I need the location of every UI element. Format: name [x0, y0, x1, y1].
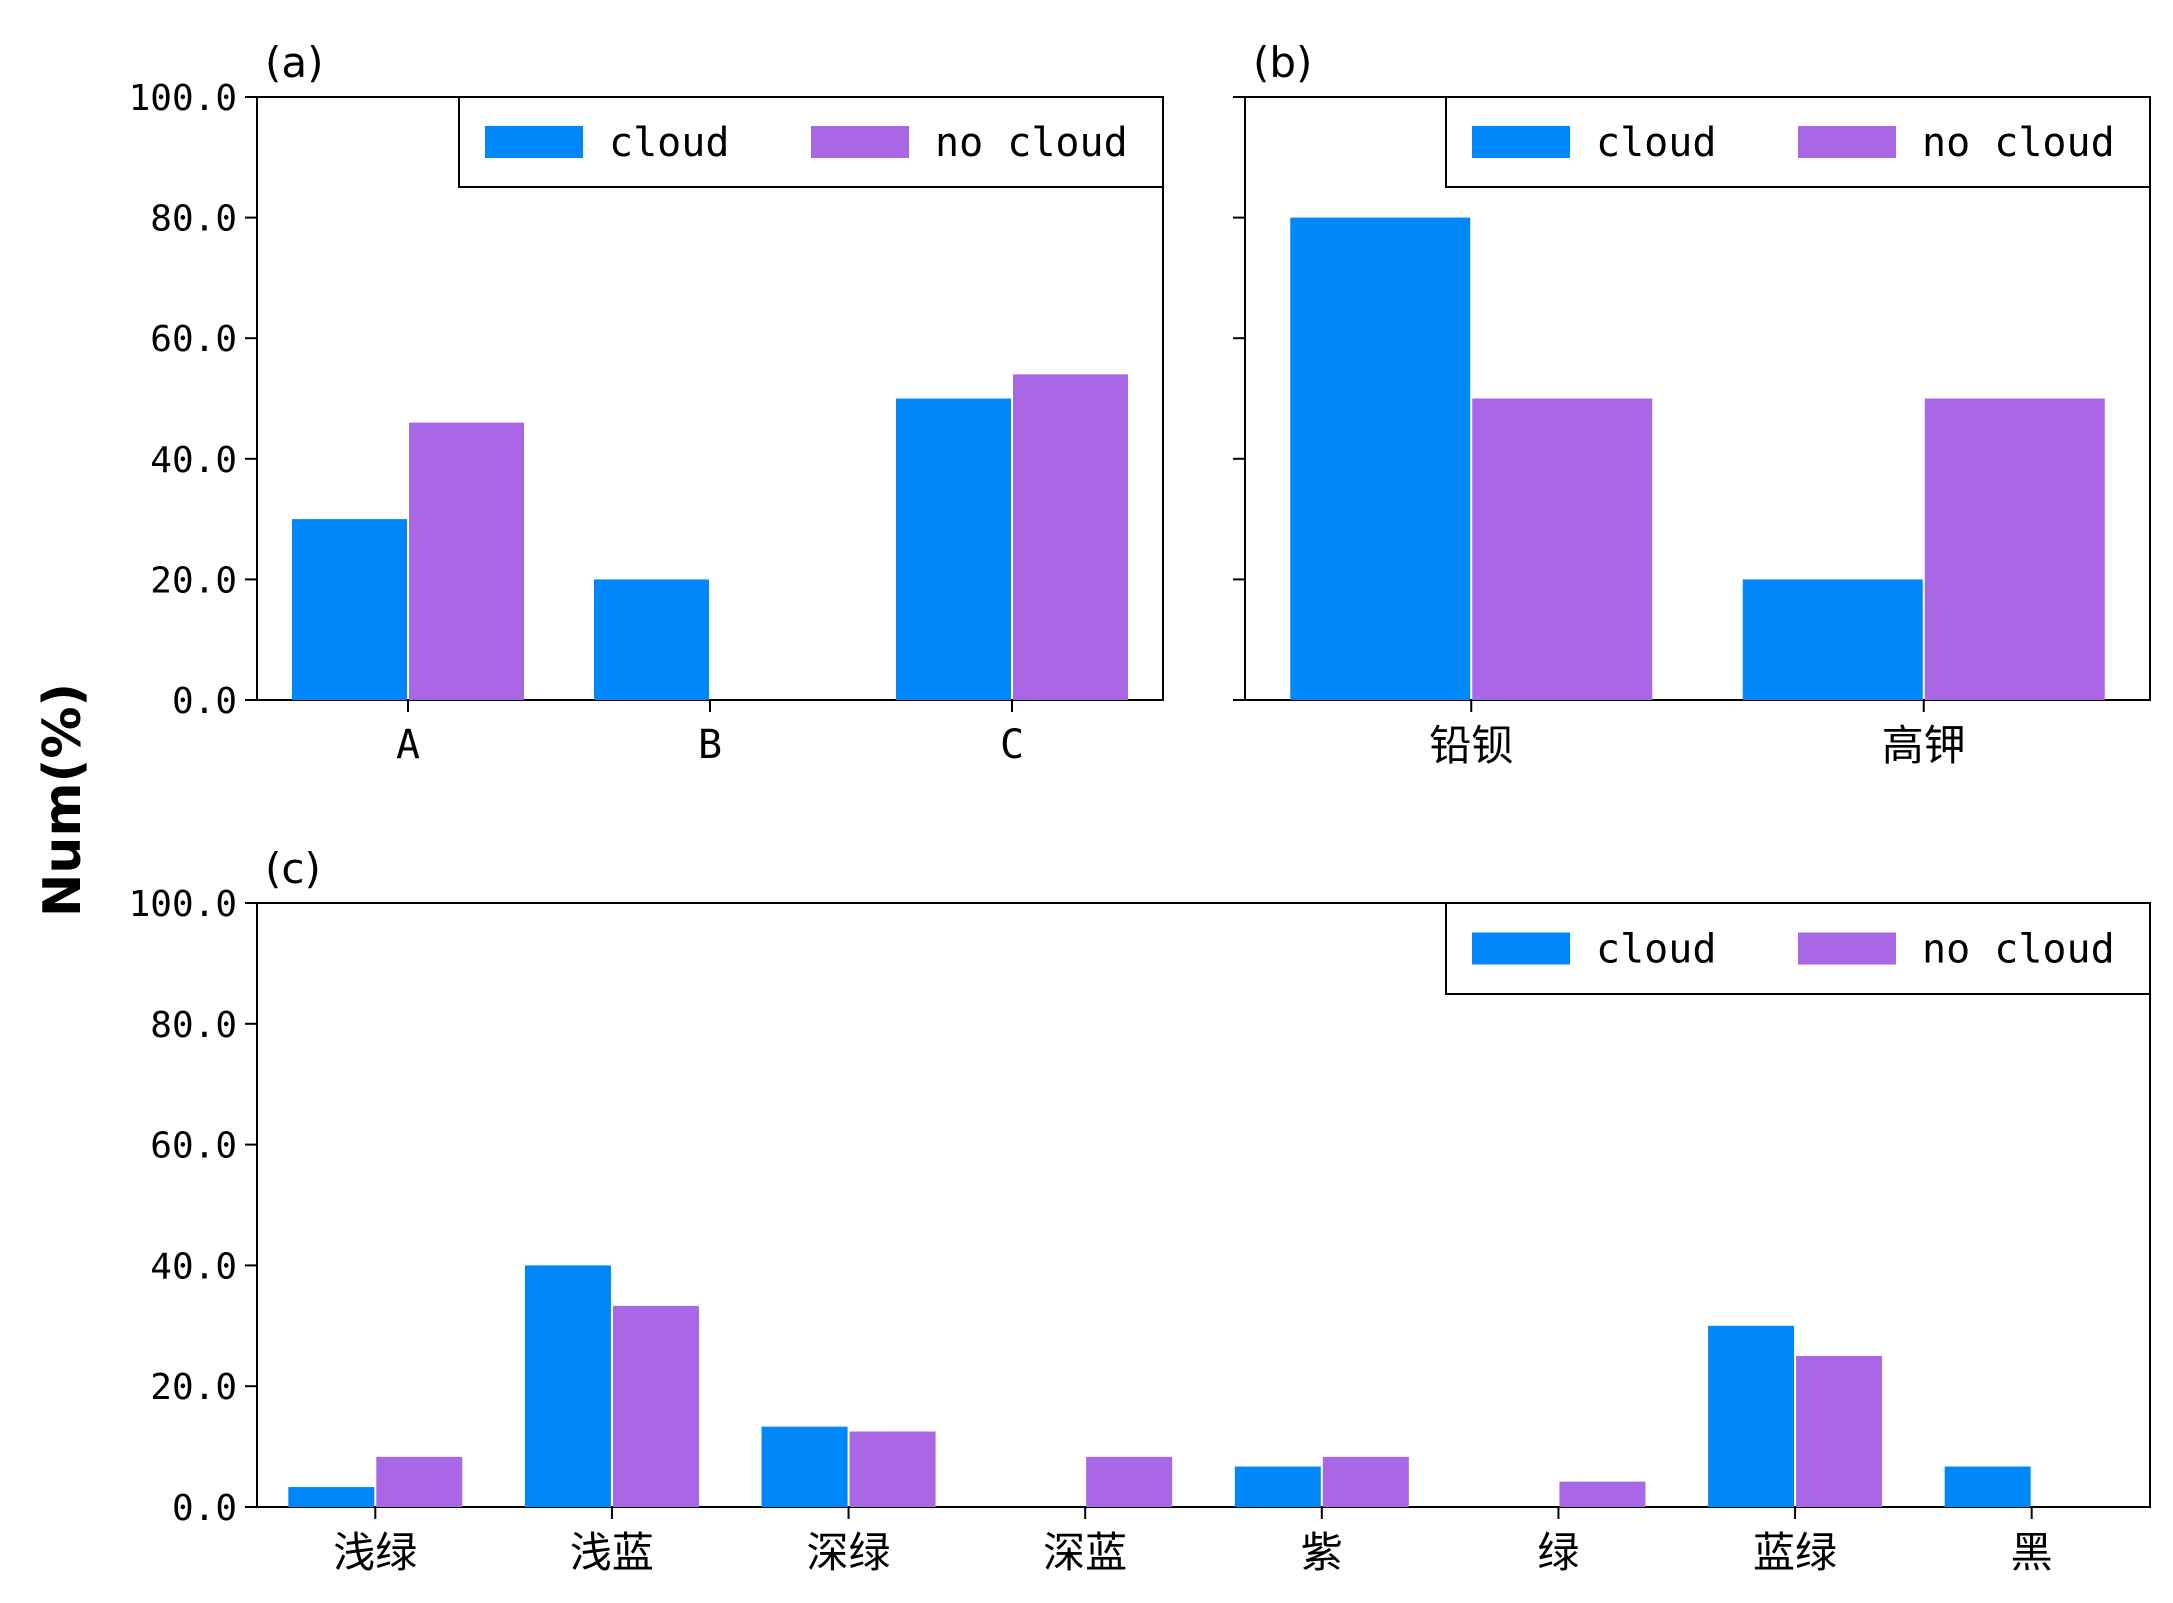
- bar-cloud: [1944, 1466, 2031, 1507]
- bar-cloud: [896, 398, 1011, 700]
- y-tick-label: 20.0: [150, 1367, 237, 1408]
- legend-label: cloud: [1596, 120, 1716, 166]
- x-tick-label: 浅绿: [333, 1528, 417, 1577]
- panel-a: 0.0 20.0 40.0 60.0 80.0 100.0 A B C (a) cloud no cl…: [129, 38, 1164, 768]
- bar-no-cloud: [1472, 398, 1653, 700]
- bar-cloud: [1742, 579, 1923, 700]
- x-tick-label: 深蓝: [1043, 1528, 1127, 1577]
- y-tick-label: 40.0: [150, 1246, 237, 1287]
- legend-label: cloud: [1596, 927, 1716, 973]
- x-tick-label: 蓝绿: [1753, 1528, 1837, 1577]
- y-tick-label: 40.0: [150, 440, 237, 481]
- legend: cloud no cloud: [1445, 96, 2151, 188]
- legend-swatch: [1798, 126, 1896, 158]
- panel-c: 0.0 20.0 40.0 60.0 80.0 100.0 浅绿 浅蓝 深绿 深蓝 紫 绿 蓝绿 黑 (c)…: [129, 844, 2151, 1577]
- bar-cloud: [1708, 1325, 1795, 1507]
- bar-no-cloud: [1086, 1456, 1173, 1507]
- bar-no-cloud: [849, 1431, 936, 1507]
- x-tick-label: 黑: [2011, 1528, 2053, 1577]
- legend: cloud no cloud: [1445, 902, 2151, 995]
- x-tick-label: A: [396, 722, 420, 768]
- bar-no-cloud: [1322, 1456, 1409, 1507]
- legend-label: no cloud: [1922, 120, 2115, 166]
- bar-no-cloud: [376, 1456, 463, 1507]
- legend: cloud no cloud: [458, 96, 1164, 188]
- y-tick-label: 60.0: [150, 319, 237, 360]
- y-tick-label: 80.0: [150, 199, 237, 240]
- legend-swatch: [1472, 126, 1570, 158]
- legend-swatch: [485, 126, 583, 158]
- bar-no-cloud: [612, 1305, 699, 1507]
- y-tick-label: 20.0: [150, 560, 237, 601]
- bar-no-cloud: [409, 422, 524, 700]
- y-axis-label: Num(%): [33, 683, 93, 917]
- bar-cloud: [292, 519, 407, 700]
- plot-frame: [256, 902, 2151, 1508]
- y-tick-label: 0.0: [172, 1488, 237, 1529]
- y-tick-label: 60.0: [150, 1126, 237, 1167]
- panel-label: (a): [265, 38, 324, 87]
- y-tick-label: 0.0: [172, 681, 237, 722]
- y-tick-label: 100.0: [129, 78, 237, 119]
- bar-cloud: [594, 579, 709, 700]
- panel-label: (b): [1253, 38, 1312, 87]
- x-tick-label: 高钾: [1882, 721, 1966, 770]
- x-tick-label: 绿: [1537, 1528, 1579, 1577]
- bar-cloud: [761, 1426, 848, 1507]
- x-tick-label: 铅钡: [1429, 721, 1513, 770]
- legend-swatch: [1798, 932, 1896, 965]
- panel-b: 铅钡 高钾 (b) cloud no cloud: [1233, 38, 2151, 770]
- legend-label: no cloud: [935, 120, 1128, 166]
- y-tick-label: 100.0: [129, 884, 237, 925]
- legend-label: cloud: [609, 120, 729, 166]
- x-tick-label: C: [1000, 722, 1024, 768]
- x-tick-label: 深绿: [807, 1528, 891, 1577]
- x-tick-label: 浅蓝: [570, 1528, 654, 1577]
- y-tick-label: 80.0: [150, 1005, 237, 1046]
- legend-label: no cloud: [1922, 927, 2115, 973]
- panel-label: (c): [265, 844, 321, 893]
- bar-no-cloud: [1924, 398, 2105, 700]
- bar-no-cloud: [1559, 1481, 1646, 1507]
- x-tick-label: B: [698, 722, 722, 768]
- bar-cloud: [1234, 1466, 1321, 1507]
- bar-no-cloud: [1796, 1356, 1883, 1507]
- bar-cloud: [288, 1487, 375, 1507]
- bar-no-cloud: [1013, 374, 1128, 700]
- legend-swatch: [811, 126, 909, 158]
- bar-cloud: [1290, 217, 1471, 700]
- bar-cloud: [524, 1265, 611, 1507]
- x-tick-label: 紫: [1301, 1528, 1343, 1577]
- legend-swatch: [1472, 932, 1570, 965]
